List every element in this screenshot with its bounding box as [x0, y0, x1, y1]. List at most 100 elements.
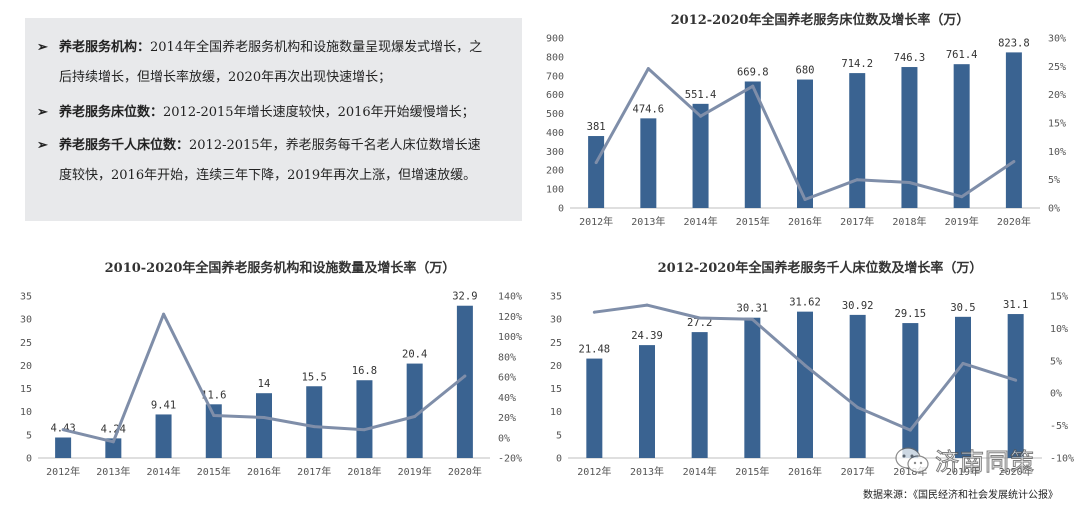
x-tick-label: 2020年: [997, 215, 1031, 228]
x-tick-label: 2019年: [946, 465, 980, 478]
y-left-tick-label: 100: [546, 185, 564, 196]
bar-data-label: 16.8: [352, 365, 377, 377]
bar-data-label: 30.31: [737, 303, 769, 315]
x-tick-label: 2013年: [631, 215, 665, 228]
bar-data-label: 680: [796, 65, 815, 77]
y-left-tick-label: 900: [546, 34, 564, 45]
y-right-tick-label: 80%: [498, 352, 516, 363]
x-tick-label: 2014年: [683, 465, 717, 478]
growth-rate-point: [594, 161, 598, 165]
summary-text: 2012-2015年增长速度较快，2016年开始缓慢增长；: [163, 105, 475, 120]
growth-rate-point: [362, 428, 366, 432]
bar: [639, 345, 655, 458]
y-left-tick-label: 35: [550, 292, 562, 303]
arrow-bullet-icon: ➢: [37, 40, 48, 55]
chart-title: 2012-2020年全国养老服务床位数及增长率（万）: [671, 12, 970, 28]
y-left-tick-label: 15: [550, 384, 562, 395]
growth-rate-point: [61, 428, 65, 432]
bar: [55, 437, 72, 458]
x-tick-label: 2020年: [448, 465, 482, 478]
y-left-tick-label: 10: [20, 407, 32, 418]
x-tick-label: 2020年: [999, 465, 1033, 478]
bar-data-label: 9.41: [151, 399, 176, 411]
summary-text-cont: 度较快，2016年开始，连续三年下降，2019年再次上涨，但增速放缓。: [59, 168, 477, 183]
bar-data-label: 551.4: [685, 89, 717, 101]
bar-data-label: 669.8: [737, 66, 769, 78]
y-left-tick-label: 20: [550, 361, 562, 372]
growth-rate-point: [312, 425, 316, 429]
growth-rate-point: [855, 178, 859, 182]
bar-data-label: 714.2: [841, 58, 873, 70]
chart-beds: 2012-2020年全国养老服务床位数及增长率（万） 0 100 200 300 400 5…: [540, 8, 1080, 236]
y-right-tick-label: 30%: [1048, 34, 1066, 45]
x-tick-label: 2016年: [247, 465, 281, 478]
bar-data-label: 14: [258, 378, 271, 390]
arrow-bullet-icon: ➢: [37, 105, 48, 120]
bar-data-label: 30.5: [950, 302, 975, 314]
y-right-tick-label: 20%: [498, 413, 516, 424]
bar: [797, 311, 813, 458]
x-tick-label: 2014年: [684, 215, 718, 228]
watermark: 济南同策: [895, 442, 1035, 477]
y-left-tick-label: 500: [546, 109, 564, 120]
x-tick-label: 2018年: [892, 215, 926, 228]
bar: [205, 404, 222, 458]
y-left-tick-label: 300: [546, 147, 564, 158]
x-tick-label: 2016年: [788, 215, 822, 228]
bar-data-label: 761.4: [946, 49, 978, 61]
growth-rate-point: [803, 198, 807, 201]
growth-rate-point: [1014, 378, 1018, 382]
y-left-tick-label: 25: [20, 338, 32, 349]
y-right-tick-label: -10%: [1050, 454, 1074, 465]
growth-rate-point: [751, 84, 755, 88]
chart-institutions: 2010-2020年全国养老服务机构和设施数量及增长率（万） 0 5 10 15 20 25…: [0, 258, 540, 483]
chart-per-thousand: 2012-2020年全国养老服务千人床位数及增长率（万） 0 5 10 15 20 25 30…: [540, 258, 1080, 483]
y-left-tick-label: 0: [556, 454, 562, 465]
y-right-tick-label: 100%: [498, 332, 522, 343]
y-right-tick-label: 0%: [1048, 204, 1060, 215]
y-right-tick-label: 10%: [1050, 324, 1068, 335]
bar: [456, 305, 473, 458]
growth-rate-point: [908, 428, 912, 432]
bar-data-label: 31.62: [789, 297, 821, 309]
y-left-tick-label: 400: [546, 128, 564, 139]
bar: [955, 316, 971, 458]
bar: [692, 103, 709, 208]
y-left-tick-label: 0: [26, 454, 32, 465]
bar: [155, 414, 172, 458]
y-left-tick-label: 700: [546, 71, 564, 82]
y-left-tick-label: 25: [550, 338, 562, 349]
growth-rate-point: [162, 312, 166, 316]
bar-data-label: 746.3: [894, 52, 926, 64]
bar: [356, 380, 373, 458]
growth-rate-point: [646, 67, 650, 71]
growth-rate-point: [111, 440, 115, 444]
bar-data-label: 15.5: [302, 371, 327, 383]
x-tick-label: 2012年: [579, 215, 613, 228]
x-tick-label: 2014年: [147, 465, 181, 478]
bar: [902, 323, 919, 458]
x-tick-label: 2017年: [841, 465, 875, 478]
chart-title: 2012-2020年全国养老服务千人床位数及增长率（万）: [658, 260, 983, 276]
growth-rate-point: [413, 414, 417, 418]
x-tick-label: 2017年: [840, 215, 874, 228]
bar: [586, 358, 603, 458]
growth-rate-point: [645, 303, 649, 307]
growth-rate-point: [698, 316, 702, 320]
y-right-tick-label: 40%: [498, 393, 516, 404]
y-right-tick-label: -5%: [1050, 421, 1068, 432]
y-right-tick-label: 25%: [1048, 62, 1066, 73]
bar-data-label: 27.2: [687, 317, 712, 329]
x-tick-label: 2015年: [735, 465, 769, 478]
summary-text: 2012-2015年，养老服务每千名老人床位数增长速: [189, 138, 481, 153]
y-right-tick-label: 140%: [498, 292, 522, 303]
x-tick-label: 2015年: [197, 465, 231, 478]
summary-text-cont: 后持续增长，但增长率放缓，2020年再次出现快速增长；: [59, 70, 392, 85]
y-left-tick-label: 5: [26, 430, 32, 441]
y-left-tick-label: 10: [550, 407, 562, 418]
growth-rate-point: [907, 181, 911, 184]
x-tick-label: 2018年: [347, 465, 381, 478]
y-right-tick-label: 15%: [1050, 292, 1068, 303]
arrow-bullet-icon: ➢: [37, 138, 48, 153]
y-right-tick-label: 15%: [1048, 119, 1066, 130]
